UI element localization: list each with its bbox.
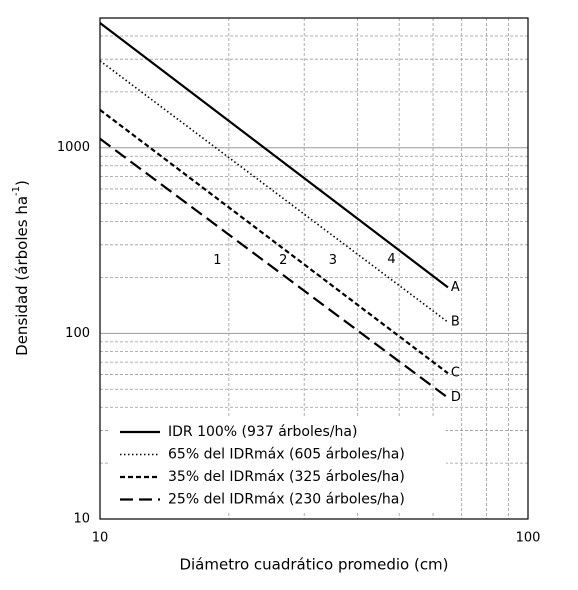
y-label-text: Densidad (árboles ha xyxy=(13,196,31,356)
series-line xyxy=(99,60,449,323)
line-end-label: D xyxy=(451,390,461,405)
legend-label: 25% del IDRmáx (230 árboles/ha) xyxy=(168,492,405,508)
annotation: 3 xyxy=(329,253,337,268)
legend-label: IDR 100% (937 árboles/ha) xyxy=(168,424,357,440)
x-axis-label: Diámetro cuadrático promedio (cm) xyxy=(179,556,448,574)
x-tick-label: 100 xyxy=(516,531,541,546)
series-line xyxy=(99,137,449,399)
line-end-label: A xyxy=(451,280,460,295)
y-label-sup: -1 xyxy=(11,186,22,196)
legend-box xyxy=(110,417,446,512)
annotation: 1 xyxy=(213,253,221,268)
plot-frame xyxy=(99,17,529,520)
series-line xyxy=(99,22,449,289)
legend-label: 65% del IDRmáx (605 árboles/ha) xyxy=(168,447,405,463)
annotation: 2 xyxy=(279,253,287,268)
x-tick-label: 10 xyxy=(92,531,109,546)
line-end-label: B xyxy=(451,315,460,330)
y-tick-label: 1000 xyxy=(57,140,90,155)
series-line xyxy=(99,108,449,375)
legend-label: 35% del IDRmáx (325 árboles/ha) xyxy=(168,469,405,485)
y-axis-label: Densidad (árboles ha-1) xyxy=(11,180,31,356)
annotation: 4 xyxy=(387,252,395,267)
y-label-end: ) xyxy=(13,180,31,186)
line-end-label: C xyxy=(451,366,460,381)
y-tick-label: 10 xyxy=(73,512,90,527)
y-tick-label: 100 xyxy=(65,326,90,341)
